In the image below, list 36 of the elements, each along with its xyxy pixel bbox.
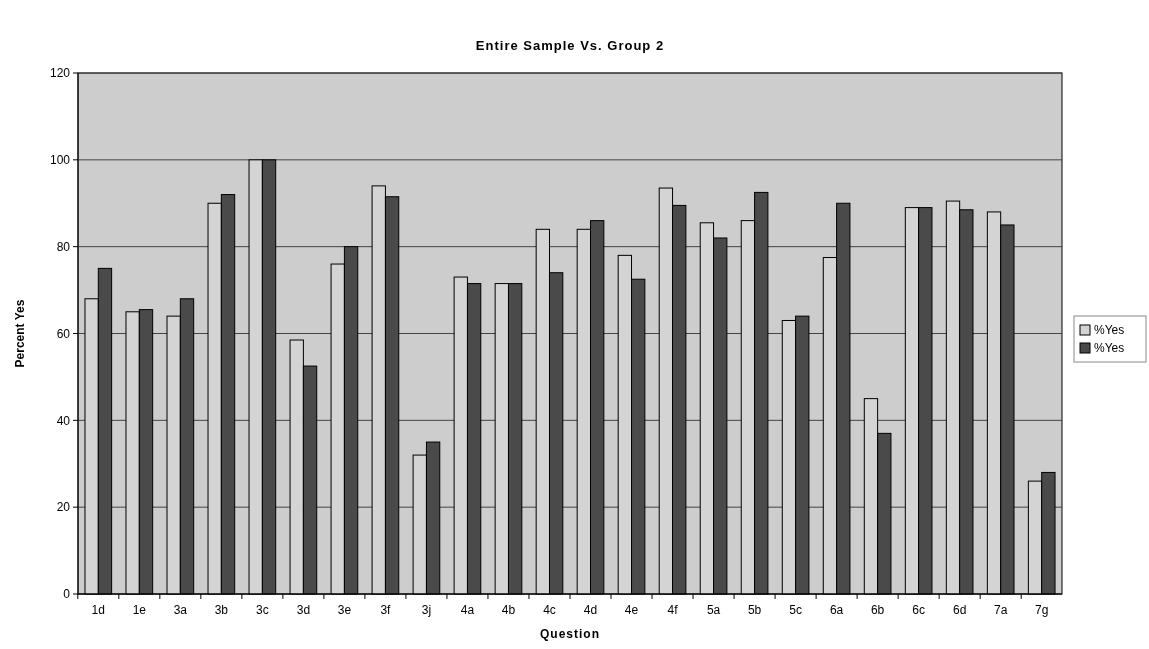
x-tick-label: 1d xyxy=(91,603,105,617)
legend-label: %Yes xyxy=(1094,341,1125,356)
x-tick-label: 6c xyxy=(912,603,925,617)
y-tick-label: 60 xyxy=(56,326,71,341)
x-tick-label: 4b xyxy=(501,603,516,617)
x-tick-label: 4f xyxy=(667,603,679,617)
x-tick-label: 3j xyxy=(421,603,432,617)
y-axis-title: Percent Yes xyxy=(13,299,27,368)
x-tick-label: 3b xyxy=(214,603,229,617)
x-tick-label: 6d xyxy=(952,603,967,617)
x-tick-label: 5a xyxy=(706,603,721,617)
y-tick-label: 80 xyxy=(56,239,71,254)
y-tick-label: 100 xyxy=(49,153,71,168)
x-tick-label: 4e xyxy=(624,603,639,617)
y-tick-label: 120 xyxy=(49,66,71,81)
y-tick-label: 0 xyxy=(63,587,71,602)
y-tick-label: 40 xyxy=(56,413,71,428)
x-tick-label: 3e xyxy=(337,603,352,617)
x-tick-label: 5b xyxy=(747,603,762,617)
chart-title: Entire Sample Vs. Group 2 xyxy=(475,38,665,53)
x-tick-label: 3a xyxy=(173,603,188,617)
x-tick-label: 7g xyxy=(1035,603,1049,617)
y-tick-label: 20 xyxy=(56,500,71,515)
x-tick-label: 4a xyxy=(460,603,475,617)
x-tick-label: 6b xyxy=(870,603,885,617)
x-tick-label: 1e xyxy=(132,603,147,617)
x-tick-label: 4c xyxy=(543,603,556,617)
x-tick-label: 4d xyxy=(583,603,598,617)
x-tick-label: 3d xyxy=(296,603,311,617)
x-tick-label: 3c xyxy=(256,603,269,617)
legend-label: %Yes xyxy=(1094,323,1125,338)
x-tick-label: 3f xyxy=(380,603,392,617)
x-tick-label: 6a xyxy=(829,603,844,617)
x-tick-label: 7a xyxy=(994,603,1008,617)
x-tick-label: 5c xyxy=(789,603,802,617)
x-axis-title: Question xyxy=(539,627,601,641)
